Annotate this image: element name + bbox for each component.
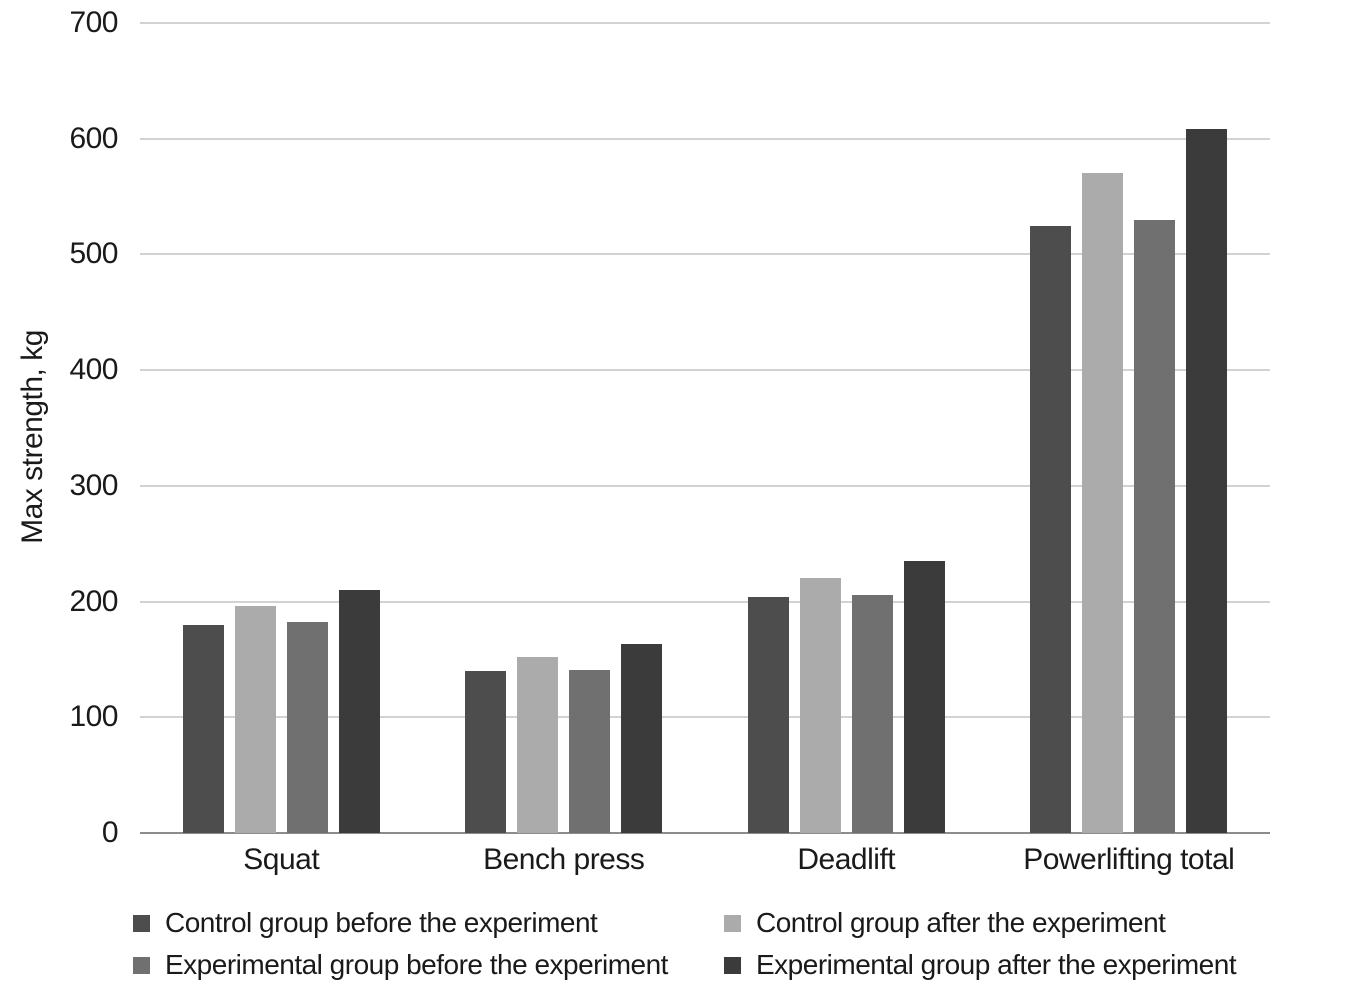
legend-swatch [133,914,150,932]
legend-item: Experimental group before the experiment [133,949,724,980]
y-tick-label: 600 [69,121,118,155]
y-tick-label: 700 [69,6,118,39]
legend-item: Control group after the experiment [724,907,1236,938]
y-tick-label: 100 [69,700,118,734]
bar [517,657,559,833]
bar [1082,173,1124,833]
gridline [140,138,1270,140]
bar [234,606,276,833]
gridline [140,601,1270,603]
legend-label: Experimental group after the experiment [756,949,1237,980]
gridline [140,716,1270,718]
plot-area [140,22,1270,834]
legend-label: Experimental group before the experiment [165,949,668,980]
y-tick-label: 200 [69,584,118,618]
category-label: Squat [243,843,320,876]
y-tick-label: 0 [101,816,119,849]
legend-label: Control group before the experiment [165,907,598,938]
bar [903,561,945,833]
category-label: Bench press [483,843,645,876]
bar [569,669,611,833]
legend-label: Control group after the experiment [756,907,1166,938]
bar-group [140,23,423,833]
legend-swatch [133,956,150,974]
bar [1134,219,1176,833]
gridline [140,485,1270,487]
bar [465,671,507,833]
bar [286,622,328,833]
gridlines [140,22,1270,834]
bar [747,596,789,833]
bar [1186,129,1228,833]
legend-item: Experimental group after the experiment [724,949,1237,980]
legend-swatch [724,956,741,974]
gridline [140,253,1270,255]
bar [799,578,841,833]
bar-group [988,23,1271,833]
bar [1030,225,1072,833]
category-label: Powerlifting total [1023,843,1235,876]
gridline [140,832,1270,834]
gridline [140,22,1270,24]
y-axis-ticks: 0 100 200 300 400 500 600 700 [0,8,118,848]
bar [338,590,380,833]
bar [851,594,893,833]
bar-groups [140,23,1270,833]
legend-item: Control group before the experiment [133,907,724,938]
bar [621,644,663,833]
y-tick-label: 400 [69,353,118,387]
bar-group [423,23,706,833]
legend: Control group before the experiment Contr… [133,907,1237,980]
bar [182,624,224,833]
gridline [140,369,1270,371]
legend-swatch [724,914,741,932]
y-tick-label: 500 [69,237,118,271]
category-label: Deadlift [797,843,896,876]
x-axis-labels: Squat Bench press Deadlift Powerlifting tot… [140,843,1270,877]
y-tick-label: 300 [69,468,118,502]
bar-group [705,23,988,833]
